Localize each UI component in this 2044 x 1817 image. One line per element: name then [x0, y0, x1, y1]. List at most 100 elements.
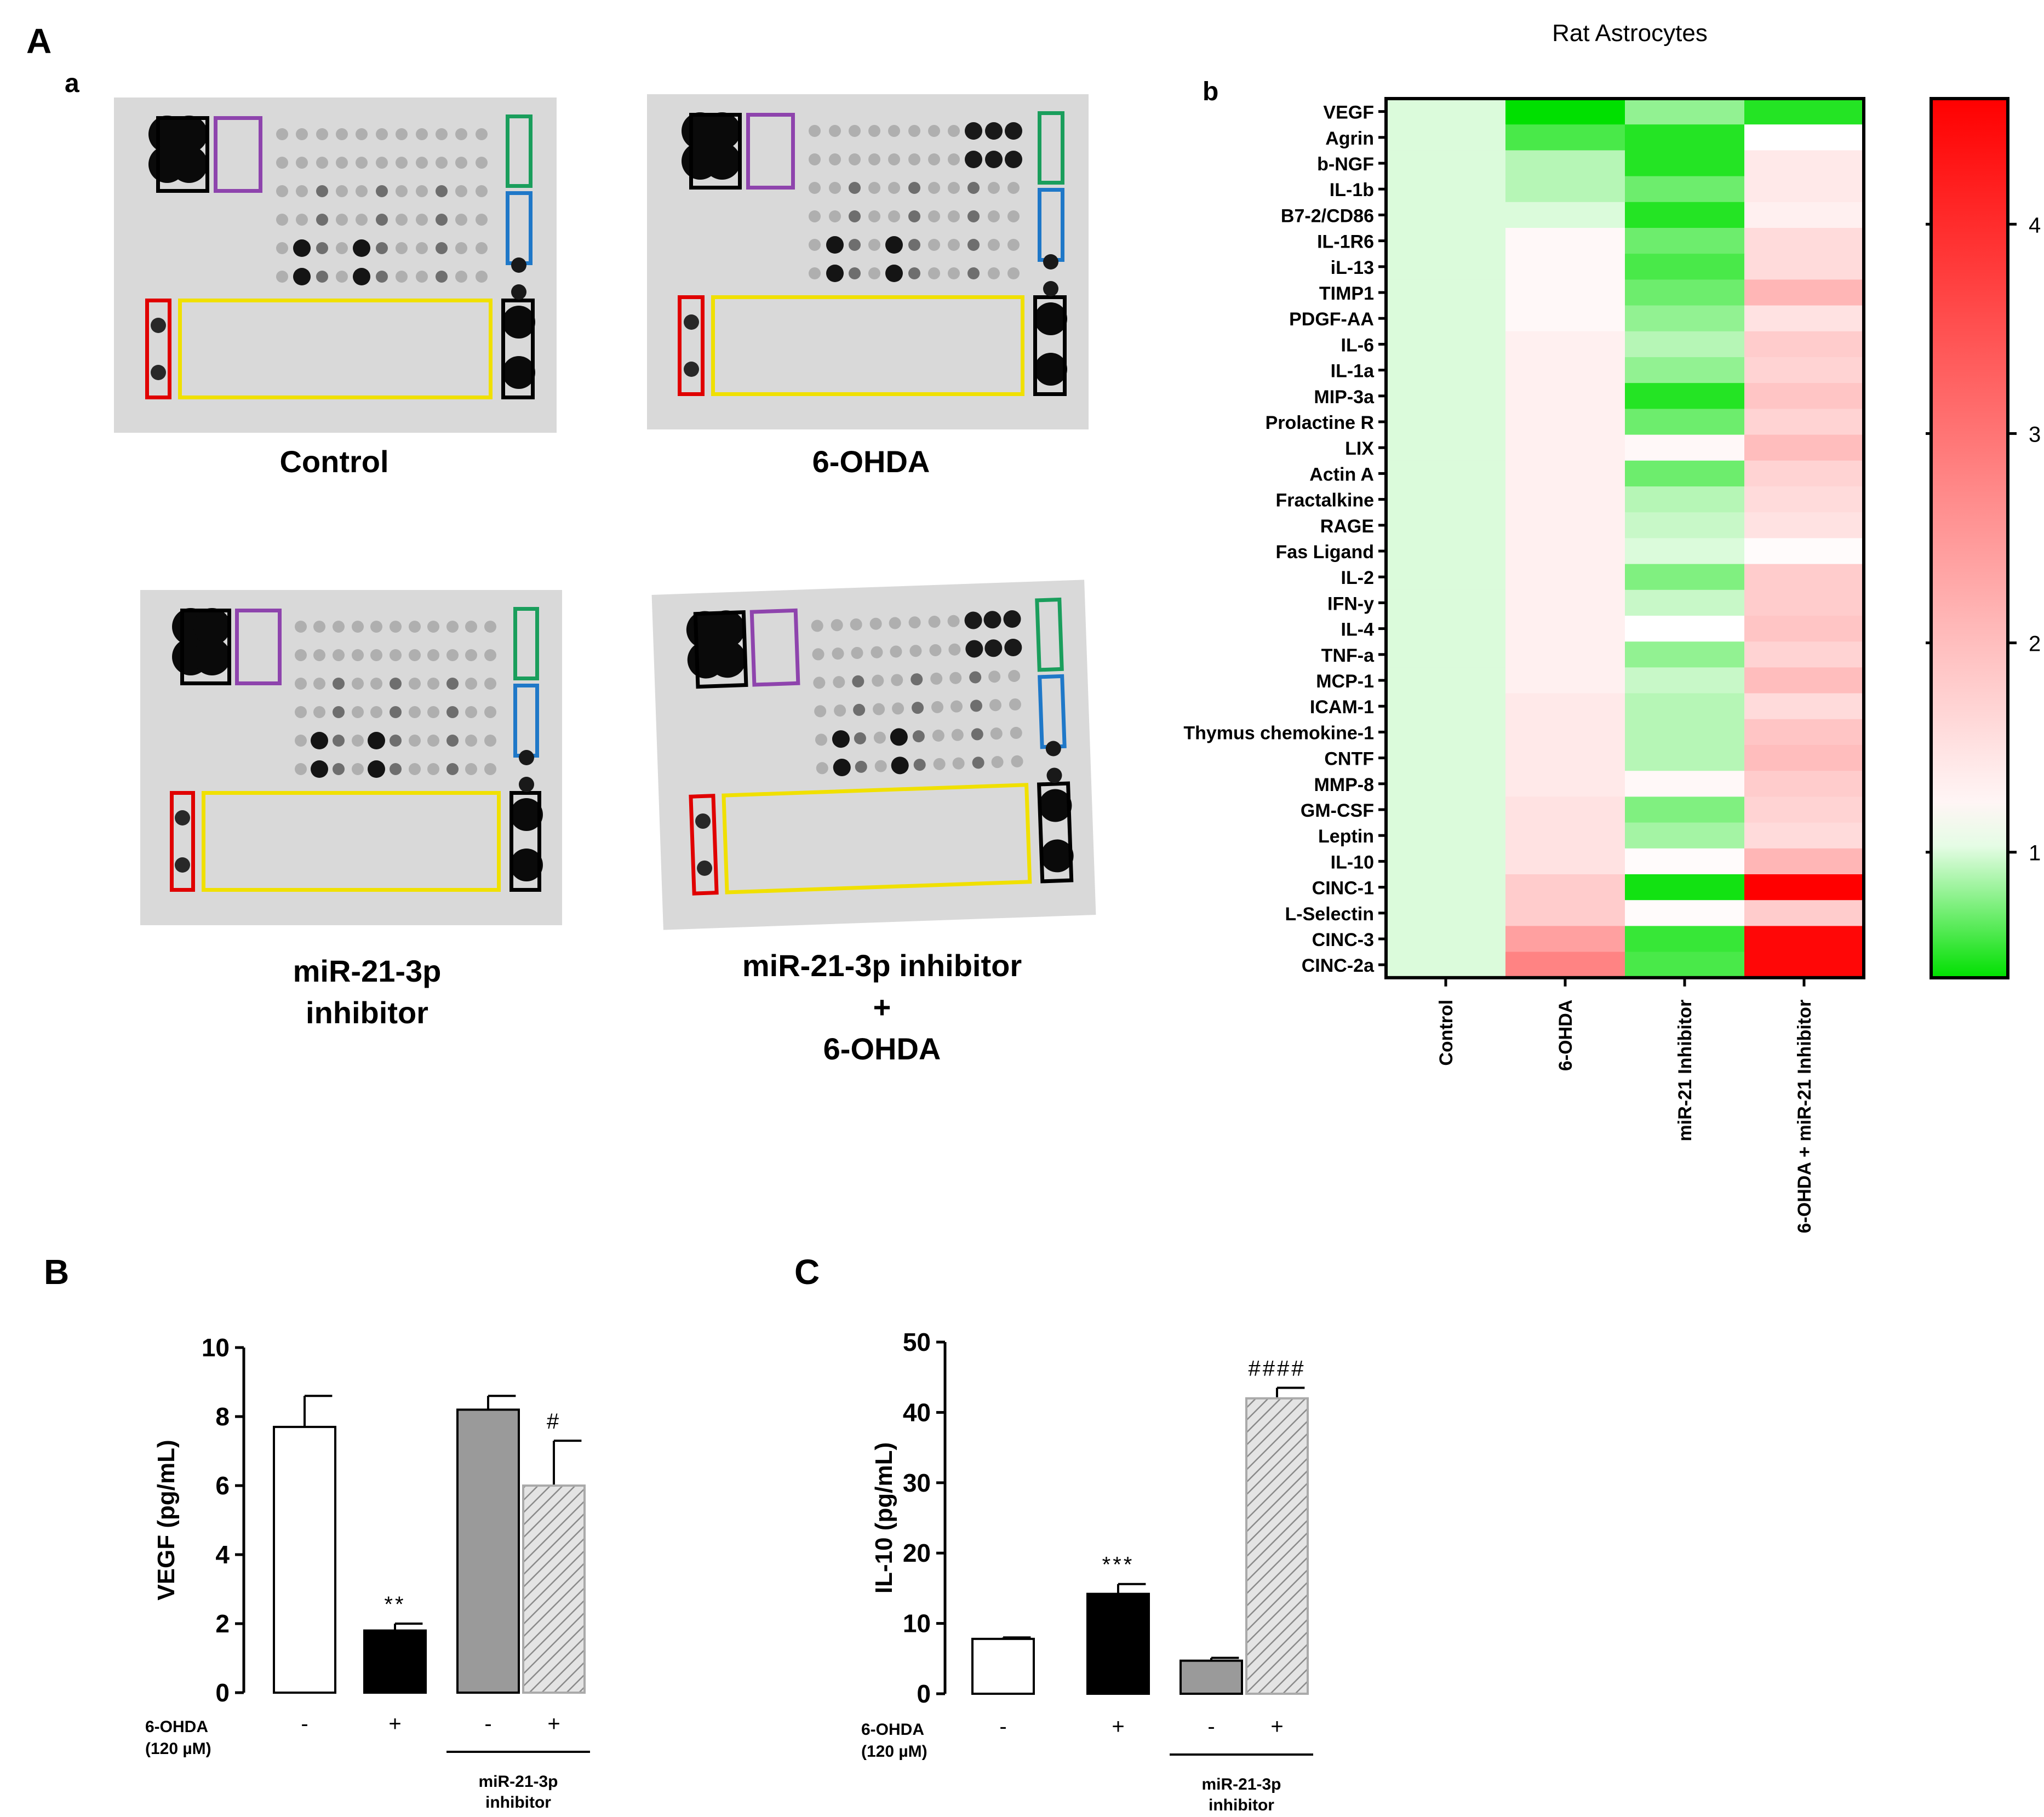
spot — [967, 210, 980, 223]
heatmap-row-label: IL-1R6 — [1317, 232, 1374, 253]
heatmap-row-label: TNF-a — [1321, 645, 1375, 666]
heatmap-cell — [1386, 564, 1506, 591]
spot — [356, 157, 368, 169]
spot — [375, 214, 388, 226]
heatmap-cell — [1386, 331, 1506, 358]
heatmap-row-label: GM-CSF — [1301, 800, 1374, 821]
spot — [332, 735, 345, 747]
heatmap-cell — [1744, 357, 1864, 383]
heatmap-cell — [1744, 305, 1864, 332]
heatmap-cell — [1744, 383, 1864, 409]
heatmap-cell — [1386, 512, 1506, 538]
spot — [868, 125, 881, 137]
heatmap-cell — [1625, 693, 1745, 720]
heatmap-cell — [1386, 771, 1506, 797]
yellow-box — [178, 299, 493, 399]
spot — [427, 621, 440, 633]
heatmap-cell — [1386, 667, 1506, 694]
treatment-sign: - — [301, 1712, 308, 1736]
spot — [809, 239, 821, 251]
spot — [316, 214, 328, 226]
treatment-label: (120 µM) — [145, 1740, 211, 1758]
treatment-sign: + — [1270, 1715, 1283, 1739]
heatmap-cell — [1744, 512, 1864, 538]
panel-label-b: b — [1203, 77, 1219, 106]
treatment-label: (120 µM) — [861, 1743, 927, 1761]
spot — [848, 267, 861, 280]
spot — [848, 239, 861, 251]
heatmap-cell — [1386, 926, 1506, 953]
y-tick-label: 6 — [215, 1471, 230, 1500]
spot — [389, 678, 402, 690]
reference-box — [180, 608, 231, 686]
caption-line: miR-21-3p — [293, 954, 442, 988]
treatment-label: 6-OHDA — [861, 1721, 924, 1739]
group-label: miR-21-3p — [478, 1773, 558, 1791]
heatmap-cell — [1625, 486, 1745, 513]
heatmap-cell — [1505, 150, 1625, 177]
spot — [465, 735, 478, 747]
heatmap-row-label: Fas Ligand — [1276, 542, 1374, 563]
spot — [316, 128, 328, 141]
heatmap-cell — [1744, 99, 1864, 125]
green-box — [1038, 111, 1064, 185]
spot — [826, 236, 844, 254]
spot — [446, 735, 459, 747]
spot — [446, 763, 459, 776]
heatmap-col-label: Control — [1436, 1000, 1457, 1066]
heatmap-cell — [1505, 564, 1625, 591]
heatmap-cell — [1744, 434, 1864, 461]
spot — [868, 182, 881, 194]
heatmap-row-label: IL-1a — [1331, 361, 1375, 382]
spot — [455, 157, 468, 169]
spot — [888, 153, 901, 166]
treatment-sign: - — [999, 1715, 1006, 1739]
spot — [465, 706, 478, 719]
reference-spot — [170, 146, 208, 184]
spot — [984, 122, 1003, 140]
spot — [375, 242, 388, 255]
spot — [683, 314, 699, 330]
heatmap-chart: Rat Astrocytes VEGF Agrin b-NGF IL-1b B7-2/CD… — [1183, 20, 2041, 1233]
spot — [408, 706, 421, 719]
heatmap-cell — [1744, 150, 1864, 177]
spot — [455, 242, 468, 255]
spot — [809, 267, 821, 280]
heatmap-row-label: L-Selectin — [1285, 904, 1374, 925]
bar-chart-il10: 0 10 20 30 40 50 IL-10 (pg/mL) - *** + - #### +6-OHD… — [861, 1328, 1313, 1814]
treatment-label: 6-OHDA — [145, 1718, 208, 1736]
significance-marker: *** — [1102, 1553, 1135, 1577]
spot — [908, 239, 920, 251]
spot — [908, 153, 920, 166]
spot — [948, 153, 960, 166]
spot — [848, 182, 861, 194]
group-label: inhibitor — [485, 1793, 551, 1812]
heatmap-cell — [1744, 926, 1864, 953]
heatmap-cell — [1386, 848, 1506, 875]
heatmap-cell — [1505, 616, 1625, 642]
heatmap-cell — [1386, 486, 1506, 513]
spot — [427, 649, 440, 662]
heatmap-row-label: Fractalkine — [1275, 490, 1374, 511]
spot — [1004, 151, 1022, 169]
spot — [294, 621, 307, 633]
spot — [455, 271, 468, 283]
spot — [353, 239, 371, 257]
heatmap-cell — [1505, 900, 1625, 926]
spot — [948, 125, 960, 137]
heatmap-row-label: IL-4 — [1341, 620, 1375, 640]
spot — [294, 735, 307, 747]
heatmap-title: Rat Astrocytes — [1552, 20, 1708, 47]
heatmap-cell — [1625, 124, 1745, 151]
heatmap-col-label: 6-OHDA — [1555, 1000, 1576, 1071]
heatmap-cell — [1744, 900, 1864, 926]
heatmap-cell — [1386, 176, 1506, 203]
heatmap-cell — [1744, 589, 1864, 616]
spot — [375, 128, 388, 141]
heatmap-cell — [1505, 176, 1625, 203]
spot — [465, 763, 478, 776]
spot — [368, 732, 386, 750]
spot — [446, 706, 459, 719]
reference-spot — [703, 142, 741, 180]
spot — [150, 364, 166, 380]
